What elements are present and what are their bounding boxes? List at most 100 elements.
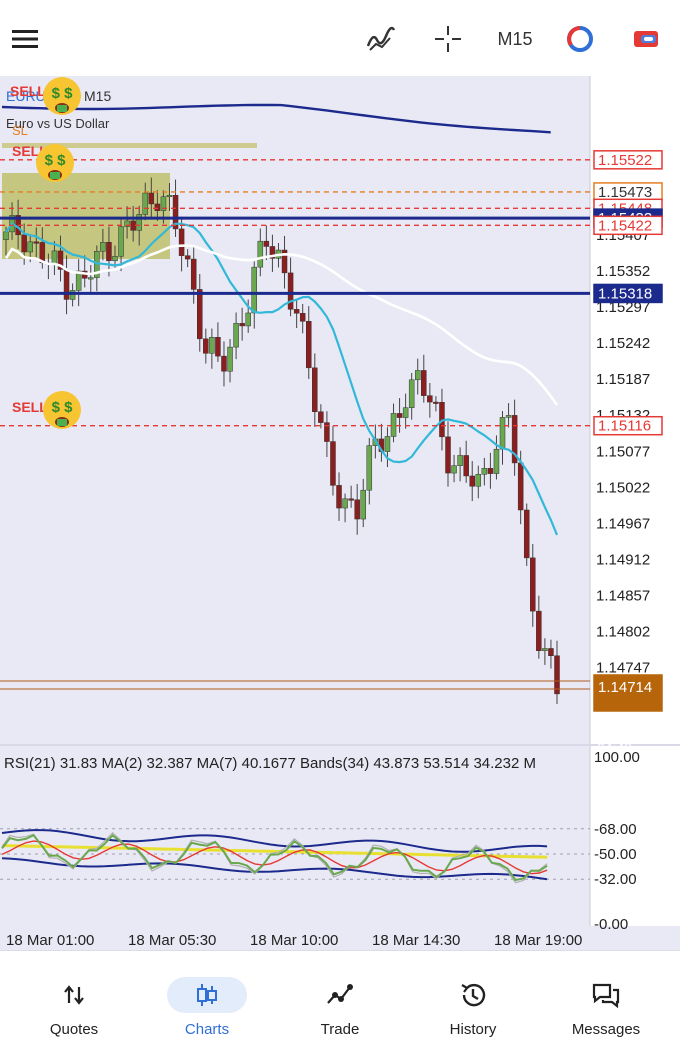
indicators-icon[interactable] bbox=[364, 24, 398, 54]
svg-text:$ $: $ $ bbox=[52, 85, 74, 102]
nav-trade-label: Trade bbox=[320, 1021, 360, 1038]
price-tick: 1.15187 bbox=[596, 371, 650, 388]
price-level-value: 1.15522 bbox=[598, 152, 652, 169]
price-level-value: 1.15422 bbox=[598, 217, 652, 234]
price-tick: 1.14967 bbox=[596, 515, 650, 532]
candle-body bbox=[487, 468, 494, 474]
price-level-tag bbox=[593, 415, 663, 436]
rsi-ma7 bbox=[1, 840, 548, 875]
period-label: M15 bbox=[84, 88, 111, 104]
nav-quotes[interactable]: Quotes bbox=[6, 951, 142, 1061]
candle-body bbox=[75, 270, 82, 291]
nav-charts[interactable]: Charts bbox=[139, 951, 275, 1061]
long-moving-average bbox=[1, 103, 551, 134]
candle-body bbox=[475, 474, 482, 487]
rsi-axis-tick: 100.00 bbox=[594, 749, 640, 766]
money-face-icon-3: $ $ bbox=[43, 391, 81, 429]
candle-body bbox=[469, 475, 475, 487]
nav-history[interactable]: History bbox=[405, 951, 541, 1061]
price-tick: 1.15077 bbox=[596, 443, 650, 460]
candle-body bbox=[384, 436, 391, 452]
time-tick: 18 Mar 14:30 bbox=[372, 932, 460, 949]
rsi-bands-lower bbox=[1, 857, 548, 881]
time-tick: 18 Mar 01:00 bbox=[6, 932, 94, 949]
candle-body bbox=[51, 250, 58, 265]
trade-toggle-icon[interactable] bbox=[630, 24, 662, 54]
crosshair-icon[interactable] bbox=[432, 24, 464, 54]
sl-marker-label: SL bbox=[12, 123, 28, 138]
candle-body bbox=[396, 413, 403, 418]
rsi-bands-mid bbox=[1, 844, 548, 859]
candle-body bbox=[197, 289, 203, 340]
candle-body bbox=[215, 336, 221, 357]
price-chart[interactable]: EURUSD M15 Euro vs US Dollar SELL SL SEL… bbox=[0, 76, 680, 950]
price-tick: 1.15297 bbox=[596, 299, 650, 316]
trade-icon bbox=[320, 977, 360, 1013]
time-axis: 18 Mar 01:00 18 Mar 05:30 18 Mar 10:00 18 M… bbox=[6, 932, 582, 949]
price-tick: 1.14912 bbox=[596, 551, 650, 568]
quotes-icon bbox=[54, 977, 94, 1013]
candle-body bbox=[227, 346, 233, 372]
rsi-axis: 100.00 -68.00 -50.00 -32.00 -0.00 bbox=[594, 749, 640, 933]
candle-body bbox=[27, 241, 33, 253]
price-tick: 1.14747 bbox=[596, 659, 650, 676]
price-level-labels: 1.155221.154731.154481.154331.154221.153… bbox=[593, 150, 663, 712]
rsi-axis-tick: -0.00 bbox=[594, 916, 628, 933]
candle-body bbox=[190, 258, 197, 290]
price-tick: 1.14857 bbox=[596, 587, 650, 604]
sell-marker-label: SELL bbox=[10, 83, 46, 99]
menu-icon[interactable] bbox=[10, 24, 40, 54]
candle-body bbox=[154, 203, 161, 211]
rsi-pane bbox=[0, 828, 590, 884]
candle-body bbox=[269, 246, 276, 259]
rsi-line bbox=[1, 833, 548, 882]
price-level-tag bbox=[593, 150, 663, 170]
nav-messages-label: Messages bbox=[571, 1021, 641, 1038]
timeframe-label: M15 bbox=[497, 28, 533, 49]
candle-body bbox=[414, 370, 421, 381]
svg-text:$ $: $ $ bbox=[45, 152, 67, 169]
timeframe-selector[interactable]: M15 bbox=[494, 24, 536, 54]
candle-body bbox=[408, 379, 415, 408]
candle-body bbox=[312, 367, 318, 412]
price-tick: 1.15242 bbox=[596, 335, 650, 352]
candle-body bbox=[69, 290, 76, 300]
candle-body bbox=[457, 455, 463, 466]
candle-body bbox=[106, 242, 112, 262]
nav-messages[interactable]: Messages bbox=[538, 951, 674, 1061]
candle-body bbox=[263, 240, 270, 247]
candle-body bbox=[142, 192, 149, 215]
candle-body bbox=[402, 407, 409, 418]
candle-body bbox=[251, 266, 258, 314]
candle-body bbox=[523, 509, 530, 559]
candle-body bbox=[481, 468, 488, 475]
candle-body bbox=[305, 321, 312, 369]
rsi-bands-upper bbox=[1, 829, 548, 853]
candle-body bbox=[172, 195, 179, 230]
candle-body bbox=[330, 441, 336, 486]
rsi-axis-tick: -50.00 bbox=[594, 846, 637, 863]
rsi-legend: RSI(21) 31.83 MA(2) 32.387 MA(7) 40.1677… bbox=[4, 755, 536, 772]
candle-body bbox=[499, 417, 506, 450]
nav-history-label: History bbox=[449, 1021, 497, 1038]
candle-body bbox=[221, 355, 227, 372]
price-level-tag bbox=[593, 674, 663, 712]
candle-body bbox=[354, 499, 360, 520]
price-axis: 1.154071.153521.152971.152421.151871.151… bbox=[596, 227, 650, 676]
candle-body bbox=[505, 415, 512, 418]
time-tick: 18 Mar 19:00 bbox=[494, 932, 582, 949]
price-level-value: 1.15116 bbox=[598, 418, 651, 435]
candle-body bbox=[336, 485, 342, 509]
oneclick-icon[interactable] bbox=[564, 24, 596, 54]
candle-body bbox=[209, 336, 215, 354]
price-tick: 1.15022 bbox=[596, 479, 650, 496]
candle-body bbox=[239, 323, 245, 327]
price-level-value: 1.14714 bbox=[598, 679, 652, 696]
candle-body bbox=[100, 242, 106, 252]
chart-area[interactable]: EURUSD M15 Euro vs US Dollar SELL SL SEL… bbox=[0, 76, 680, 950]
candle-body bbox=[421, 370, 427, 396]
candle-body bbox=[366, 445, 373, 491]
candle-body bbox=[63, 269, 70, 300]
fast-moving-average bbox=[5, 222, 559, 536]
nav-trade[interactable]: Trade bbox=[272, 951, 408, 1061]
